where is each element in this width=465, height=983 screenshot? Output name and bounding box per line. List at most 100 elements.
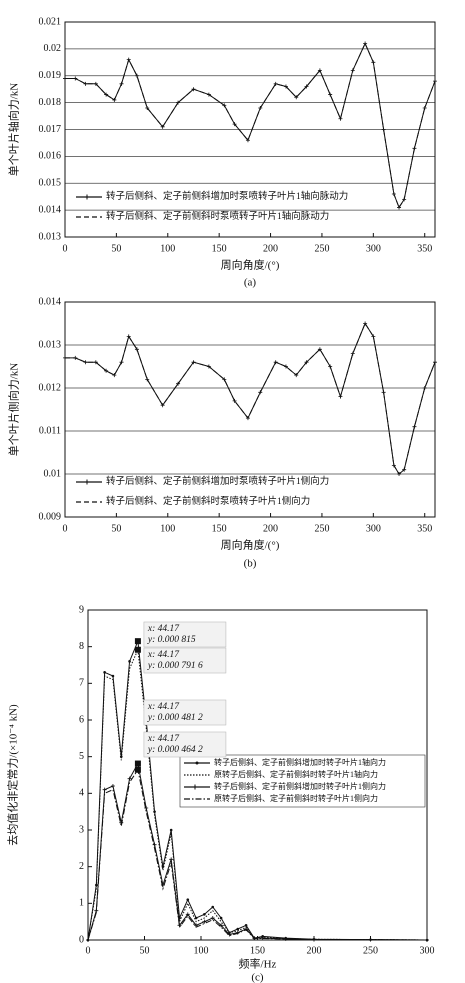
annotated-point	[134, 766, 141, 773]
y-tick-label: 0.009	[39, 511, 62, 522]
y-tick-label: 8	[79, 641, 84, 652]
point-marker	[119, 360, 124, 365]
point-marker	[350, 351, 355, 356]
point-marker	[317, 347, 322, 352]
annotation-text: x: 44.17	[147, 624, 180, 634]
caption: (b)	[244, 558, 257, 570]
x-tick-label: 100	[160, 523, 175, 534]
y-tick-label: 7	[79, 678, 84, 689]
plot-frame	[64, 21, 436, 238]
point-marker	[304, 84, 309, 89]
legend-label: 转子后侧斜、定子前侧斜时泵喷转子叶片1轴向脉动力	[106, 210, 329, 222]
y-tick-label: 0	[79, 934, 84, 945]
y-tick-label: 4	[79, 788, 84, 799]
annotation-box	[143, 647, 227, 674]
point-marker	[202, 919, 207, 924]
y-tick-label: 0.013	[39, 231, 62, 242]
point-marker	[273, 81, 278, 86]
point-marker	[152, 842, 157, 847]
point-marker	[169, 857, 174, 862]
x-tick-label: 150	[212, 523, 227, 534]
point-marker	[186, 898, 190, 901]
point-marker	[422, 106, 427, 110]
x-tick-label: 100	[194, 945, 209, 956]
x-tick-label: 200	[307, 945, 322, 956]
point-marker	[236, 927, 240, 931]
point-marker	[176, 381, 181, 386]
x-tick-label: 300	[420, 945, 435, 956]
y-tick-label: 0.01	[44, 468, 62, 479]
y-tick-label: 0.014	[39, 204, 62, 215]
point-marker	[111, 674, 115, 678]
y-tick-label: 1	[79, 898, 84, 909]
annotation-text: y: 0.000 464 2	[147, 745, 203, 755]
point-marker	[128, 660, 131, 663]
point-marker	[83, 81, 88, 86]
point-marker	[397, 205, 402, 210]
y-tick-label: 0.017	[39, 124, 62, 135]
series-line	[65, 42, 436, 209]
point-marker	[144, 806, 149, 810]
point-marker	[145, 106, 150, 110]
point-marker	[222, 377, 227, 382]
y-tick-label: 3	[79, 824, 84, 835]
point-marker	[244, 924, 248, 927]
y-tick-label: 0.016	[39, 151, 62, 162]
point-marker	[235, 930, 240, 935]
point-marker	[83, 360, 88, 365]
x-tick-label: 50	[111, 523, 121, 534]
x-tick-label: 50	[111, 243, 121, 254]
y-tick-label: 0.013	[39, 339, 62, 350]
series-line	[65, 322, 436, 475]
x-tick-label: 250	[314, 243, 329, 254]
point-marker	[93, 360, 98, 365]
point-marker	[219, 916, 223, 920]
legend-marker	[195, 761, 199, 765]
point-marker	[194, 916, 198, 920]
x-tick-label: 250	[363, 945, 378, 956]
annotation-text: y: 0.000 791 6	[147, 661, 203, 671]
y-tick-label: 0.011	[39, 425, 61, 436]
legend-label: 转子后侧斜、定子前侧斜增加时泵喷转子叶片1轴向脉动力	[106, 190, 348, 202]
point-marker	[160, 403, 165, 408]
y-tick-label: 0.012	[39, 382, 62, 393]
x-tick-label: 350	[417, 243, 432, 254]
annotation-text: y: 0.000 815	[147, 635, 196, 645]
point-marker	[104, 92, 109, 97]
series-line	[65, 42, 436, 209]
point-marker	[245, 138, 250, 143]
x-tick-label: 350	[417, 523, 432, 534]
legend-frame	[179, 754, 426, 808]
point-marker	[211, 905, 215, 909]
point-marker	[219, 923, 224, 928]
y-axis-label: 单个叶片侧向力/kN	[7, 363, 21, 457]
point-marker	[232, 398, 237, 403]
y-tick-label: 0.019	[39, 70, 62, 81]
annotation-text: y: 0.000 481 2	[147, 713, 203, 723]
point-marker	[104, 368, 109, 373]
legend-label: 原转子后侧斜、定子前侧斜时转子叶片1侧向力	[214, 793, 378, 803]
y-axis-label: 单个叶片轴向力/kN	[7, 83, 21, 177]
series-line	[87, 647, 428, 941]
x-tick-label: 0	[86, 945, 91, 956]
point-marker	[363, 41, 368, 46]
annotated-point	[134, 646, 141, 653]
x-tick-label: 150	[250, 945, 265, 956]
y-tick-label: 0.02	[44, 43, 62, 54]
y-tick-label: 0.021	[39, 16, 62, 27]
legend-label: 转子后侧斜、定子前侧斜增加时泵喷转子叶片1侧向力	[106, 475, 329, 487]
x-tick-label: 250	[314, 523, 329, 534]
x-tick-label: 200	[263, 523, 278, 534]
annotation-box	[143, 699, 227, 726]
y-tick-label: 0.015	[39, 178, 62, 189]
x-tick-label: 0	[63, 243, 68, 254]
x-tick-label: 300	[366, 523, 381, 534]
point-marker	[363, 321, 368, 326]
point-marker	[328, 92, 333, 97]
annotation-text: x: 44.17	[147, 650, 180, 660]
series-line	[87, 768, 428, 941]
point-marker	[127, 776, 132, 781]
point-marker	[210, 916, 215, 920]
